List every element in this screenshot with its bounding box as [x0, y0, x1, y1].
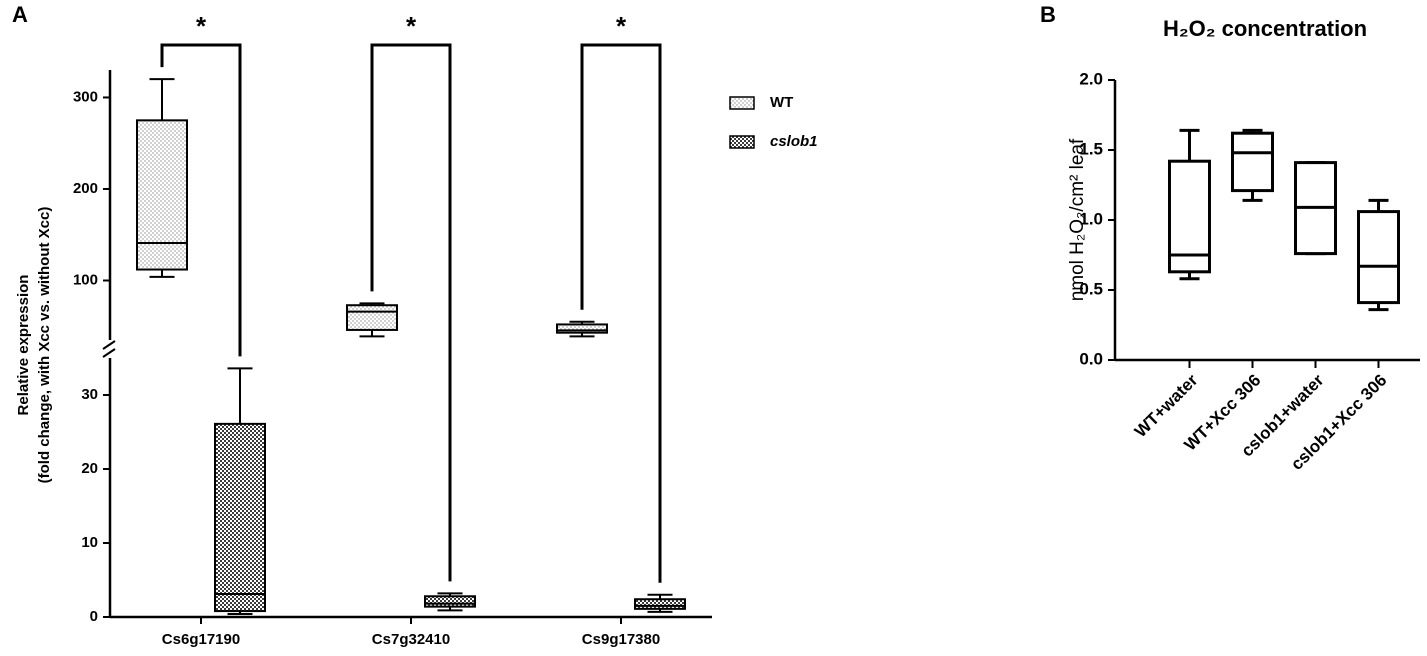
y-tick-label: 1.5	[1079, 139, 1103, 158]
box	[424, 595, 476, 608]
box	[214, 422, 266, 613]
box	[1357, 210, 1400, 305]
chart-title: H₂O₂ concentration	[1163, 16, 1367, 41]
y-axis-label: Relative expression	[15, 275, 32, 416]
y-tick-label: 10	[81, 534, 98, 551]
significance-bracket	[580, 43, 662, 583]
legend-swatch	[729, 96, 755, 110]
y-axis-label: (fold change, with Xcc vs. without Xcc)	[36, 207, 53, 484]
box	[1231, 131, 1274, 193]
y-tick-label: 0.5	[1079, 279, 1103, 298]
legend-swatch	[729, 135, 755, 149]
significance-bracket	[160, 43, 242, 357]
y-tick-label: 200	[73, 180, 98, 197]
significance-label: *	[616, 11, 627, 41]
box	[1168, 159, 1211, 274]
box	[136, 119, 188, 271]
x-tick-label: Cs7g32410	[372, 631, 450, 648]
panel-label: B	[1040, 2, 1056, 27]
legend-label: cslob1	[770, 133, 818, 150]
y-tick-label: 2.0	[1079, 69, 1103, 88]
y-tick-label: 1.0	[1079, 209, 1103, 228]
y-tick-label: 0	[90, 608, 98, 625]
significance-label: *	[406, 11, 417, 41]
significance-label: *	[196, 11, 207, 41]
legend-label: WT	[770, 94, 793, 111]
y-tick-label: 20	[81, 460, 98, 477]
panel-label: A	[12, 2, 28, 27]
y-tick-label: 30	[81, 386, 98, 403]
y-tick-label: 300	[73, 88, 98, 105]
y-axis-label: nmol H₂O₂/cm² leaf	[1067, 138, 1088, 301]
x-tick-label: Cs9g17380	[582, 631, 660, 648]
axis-break	[102, 340, 116, 350]
y-tick-label: 0.0	[1079, 349, 1103, 368]
box	[346, 304, 398, 331]
box	[556, 323, 608, 334]
x-tick-label: Cs6g17190	[162, 631, 240, 648]
box	[634, 598, 686, 610]
axis-break	[102, 348, 116, 358]
significance-bracket	[370, 43, 452, 582]
y-tick-label: 100	[73, 271, 98, 288]
